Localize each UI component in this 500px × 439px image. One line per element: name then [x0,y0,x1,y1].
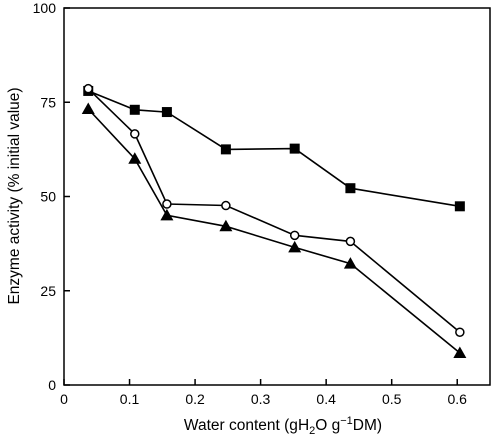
triangle-marker [81,102,95,115]
triangle-marker [288,240,302,253]
circle-marker [289,230,300,241]
y-tick-label: 100 [33,0,57,16]
circle-series-line [87,88,461,333]
square-marker [220,144,231,155]
x-tick-label: 0.3 [251,391,271,407]
x-axis-ticks: 0 0.1 0.2 0.3 0.4 0.5 0.6 [60,379,467,407]
circle-marker [130,129,140,139]
circle-marker [162,199,172,209]
x-tick-label: 0 [60,391,68,407]
x-axis-title: Water content (gH2O g−1DM) [184,415,382,437]
triangle-marker [453,346,467,358]
y-tick-label: 0 [48,377,56,393]
circle-marker [455,327,465,337]
y-tick-label: 50 [40,189,56,205]
x-tick-label: 0.4 [316,391,336,407]
x-tick-label: 0.1 [120,391,140,407]
x-axis-title-h: H [298,417,309,434]
y-tick-label: 25 [40,283,56,299]
circle-marker [221,200,231,211]
plot-frame [63,7,491,386]
x-axis-title-suffix: DM) [353,417,382,434]
square-marker [454,201,465,212]
circle-marker [345,236,356,247]
x-tick-label: 0.6 [447,391,467,407]
x-axis-title-o: O g [315,417,340,434]
square-marker [289,143,300,154]
square-marker [129,104,140,115]
marks-layer [81,83,467,358]
y-axis-ticks: 0 25 50 75 100 [33,0,70,393]
x-tick-label: 0.2 [185,391,205,407]
x-tick-label: 0.5 [382,391,402,407]
triangle-marker [160,208,174,221]
square-series-line [87,90,461,208]
x-axis-title-sub: 2 [309,425,315,437]
triangle-marker [219,219,233,232]
square-marker [345,183,356,194]
x-axis-title-prefix: Water content (g [184,417,298,434]
circle-marker [83,83,93,94]
triangle-series-line [87,108,461,354]
y-tick-label: 75 [40,94,56,110]
triangle-marker [128,152,142,164]
triangle-marker [343,257,357,269]
y-axis-title: Enzyme activity (% initial value) [6,87,23,304]
x-axis-title-sup: −1 [340,415,353,427]
square-marker [161,107,172,118]
